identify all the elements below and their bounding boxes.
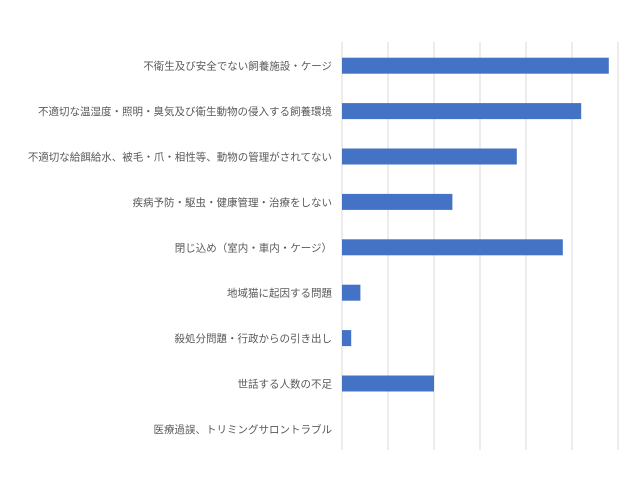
bar (342, 330, 352, 347)
category-label: 不適切な給餌給水、被毛・爪・相性等、動物の管理がされてない (28, 151, 332, 164)
bar (342, 284, 361, 301)
bars (342, 57, 609, 392)
category-label: 不衛生及び安全でない飼養施設・ケージ (143, 60, 332, 73)
category-labels: 不衛生及び安全でない飼養施設・ケージ不適切な温湿度・照明・臭気及び衛生動物の侵入… (28, 60, 333, 436)
bar (342, 375, 434, 392)
bar (342, 193, 453, 210)
bar (342, 239, 563, 256)
category-label: 不適切な温湿度・照明・臭気及び衛生動物の侵入する飼養環境 (38, 105, 332, 118)
category-label: 世話する人数の不足 (238, 378, 333, 391)
category-label: 閉じ込め（室内・車内・ケージ） (175, 241, 332, 254)
category-label: 殺処分問題・行政からの引き出し (175, 332, 333, 345)
bar (342, 148, 517, 165)
bar (342, 103, 582, 120)
bar (342, 57, 609, 74)
category-label: 疾病予防・駆虫・健康管理・治療をしない (133, 196, 333, 209)
category-label: 地域猫に起因する問題 (227, 287, 332, 300)
category-label: 医療過誤、トリミングサロントラブル (154, 423, 333, 436)
